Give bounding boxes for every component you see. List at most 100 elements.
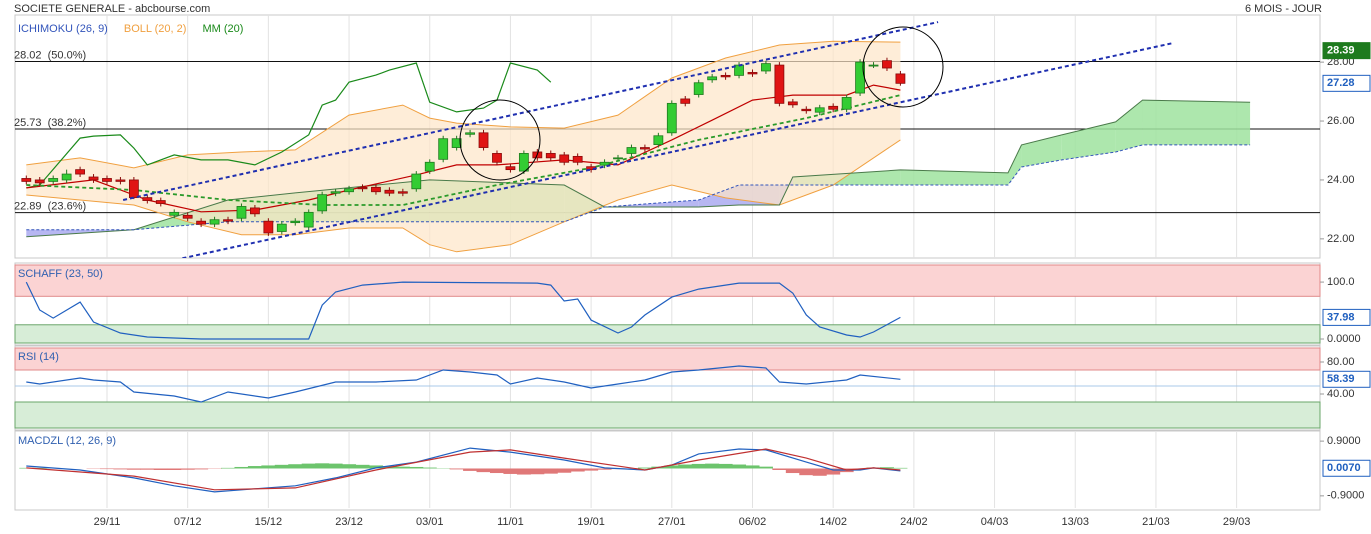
histogram-bar	[745, 465, 760, 469]
series-line	[26, 447, 901, 493]
candle-body	[720, 74, 731, 78]
series-line	[26, 94, 901, 206]
candle-body	[61, 173, 72, 181]
x-tick-label: 06/02	[739, 516, 767, 528]
histogram-bar	[597, 468, 612, 470]
candle-body	[115, 179, 126, 182]
x-tick-label: 15/12	[255, 516, 283, 528]
zone	[14, 347, 1321, 371]
histogram-bar	[893, 467, 908, 469]
x-tick-label: 04/03	[981, 516, 1009, 528]
cloud-span-b	[26, 144, 1251, 231]
y-tick-label: 22.00	[1327, 233, 1355, 245]
x-tick-label: 23/12	[335, 516, 363, 528]
cloud-fill	[1115, 100, 1143, 152]
candle-body	[75, 169, 85, 175]
histogram-bar	[826, 468, 841, 475]
histogram-bar	[221, 467, 236, 469]
candle-body	[250, 207, 260, 215]
candle-body	[680, 98, 691, 104]
histogram-bar	[785, 468, 800, 474]
macd-panel	[14, 430, 1321, 511]
cloud-fill	[900, 169, 1009, 185]
last-value-box	[1322, 42, 1371, 60]
band-upper	[26, 40, 901, 169]
candle-body	[747, 72, 758, 75]
histogram-bar	[463, 468, 478, 471]
x-tick-label: 21/03	[1142, 516, 1170, 528]
panel-title: SCHAFF (23, 50)	[18, 268, 103, 280]
panel-title: MACDZL (12, 26, 9)	[18, 435, 116, 447]
candle-body	[761, 63, 771, 72]
candle-body	[451, 138, 462, 148]
candle-body	[814, 107, 825, 113]
trendline	[122, 21, 939, 201]
series-line	[26, 62, 552, 189]
histogram-bar	[705, 463, 720, 469]
candle-body	[209, 219, 220, 225]
y-tick-label: 80.00	[1327, 356, 1355, 368]
last-value-box	[1322, 370, 1371, 388]
candle-body	[223, 219, 233, 222]
last-value-label: 28.39	[1327, 45, 1355, 57]
last-value-box	[1322, 74, 1371, 92]
x-tick-label: 27/01	[658, 516, 686, 528]
main-clip	[21, 21, 1251, 258]
level-label: 22.89 (23.6%)	[14, 201, 86, 213]
candle-body	[841, 97, 852, 110]
header-period: 6 MOIS - JOUR	[1245, 3, 1322, 15]
histogram-bar	[557, 468, 572, 473]
histogram-bar	[799, 468, 814, 476]
candle-body	[290, 220, 301, 224]
histogram-bar	[355, 464, 370, 469]
candle-body	[21, 178, 32, 182]
histogram-bar	[409, 466, 424, 469]
candle-body	[787, 101, 798, 106]
candle-body	[128, 179, 139, 199]
histogram-bar	[422, 467, 437, 469]
y-tick-label: 24.00	[1327, 174, 1355, 186]
histogram-bar	[288, 464, 303, 469]
histogram-bar	[368, 465, 383, 469]
legend-entry: BOLL (20, 2)	[124, 23, 187, 35]
candle-body	[371, 186, 381, 193]
last-value-box	[1322, 459, 1371, 477]
trendline	[178, 42, 1173, 258]
level-label: 28.02 (50.0%)	[14, 49, 86, 61]
histogram-bar	[395, 466, 410, 469]
legend-entry: ICHIMOKU (26, 9)	[18, 23, 108, 35]
candle-body	[102, 178, 112, 182]
header-title: SOCIETE GENERALE - abcbourse.com	[14, 3, 210, 15]
series-line	[26, 365, 901, 403]
candle-body	[868, 64, 879, 67]
candle-body	[545, 153, 556, 159]
candle-body	[88, 176, 99, 181]
series-line	[25, 281, 901, 340]
candle-body	[411, 173, 422, 190]
y-tick-label: 100.0	[1327, 276, 1355, 288]
candle-body	[734, 64, 744, 76]
candle-body	[492, 153, 502, 163]
x-tick-label: 14/02	[819, 516, 847, 528]
last-value-label: 37.98	[1327, 311, 1355, 323]
candle-body	[613, 157, 623, 160]
candle-body	[828, 105, 839, 110]
candle-body	[438, 138, 449, 160]
panel-title: RSI (14)	[18, 351, 59, 363]
candle-body	[774, 64, 785, 104]
candle-body	[236, 206, 247, 219]
histogram-bar	[126, 468, 141, 470]
histogram-bar	[758, 466, 773, 469]
candle-body	[48, 178, 59, 182]
candle-body	[317, 194, 328, 212]
histogram-bar	[315, 463, 330, 469]
histogram-bar	[32, 467, 47, 469]
x-tick-label: 07/12	[174, 516, 202, 528]
candle-body	[276, 223, 287, 232]
histogram-bar	[180, 468, 195, 470]
cloud-fill	[1008, 144, 1022, 185]
histogram-bar	[503, 468, 518, 474]
x-tick-label: 13/03	[1061, 516, 1089, 528]
candle-body	[424, 161, 435, 172]
